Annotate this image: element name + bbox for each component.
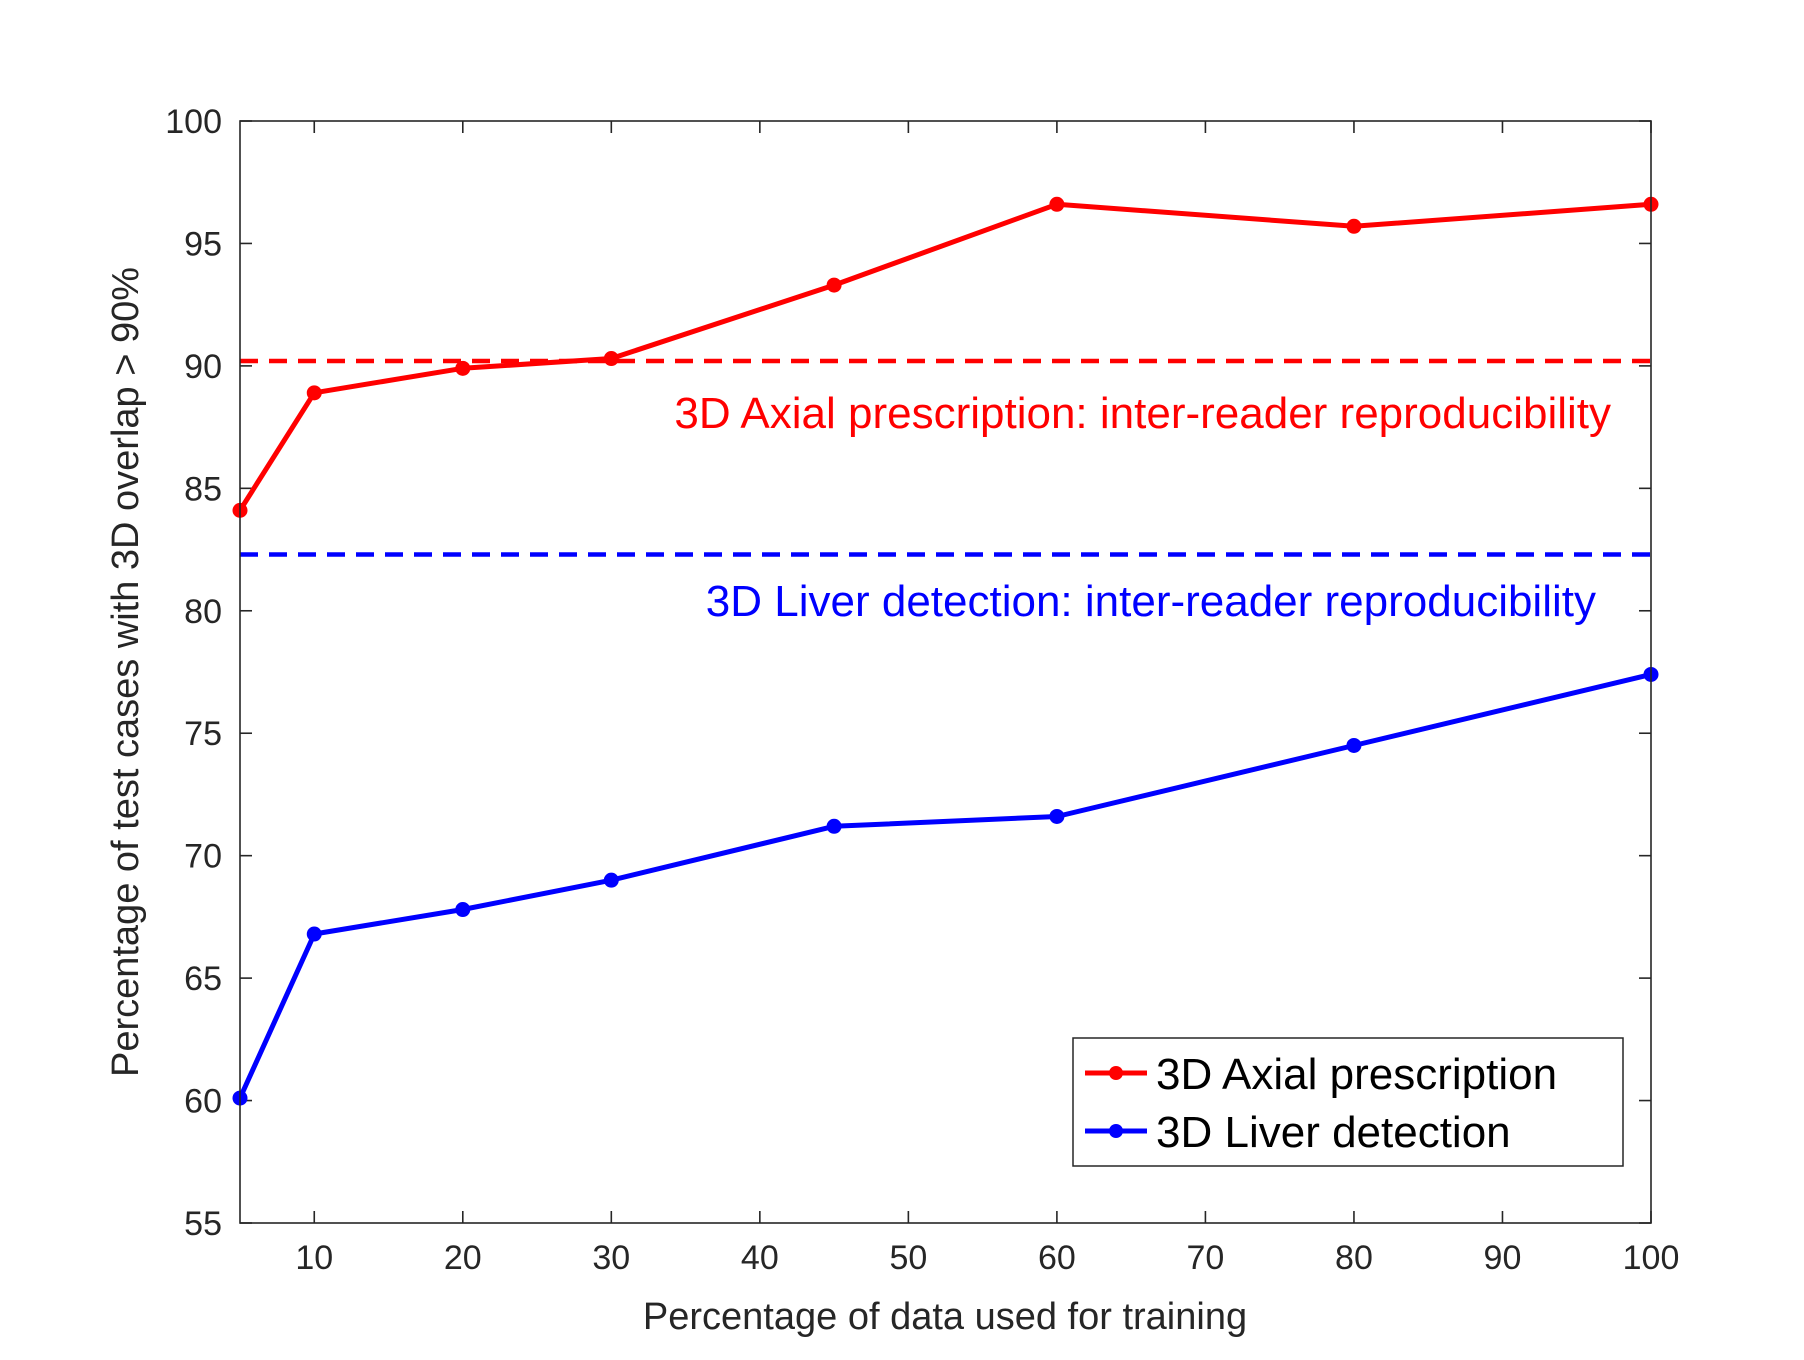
reference-lines bbox=[240, 358, 1651, 557]
legend-marker-axial bbox=[1109, 1066, 1123, 1080]
y-tick-label: 65 bbox=[184, 960, 222, 998]
data-point-axial bbox=[603, 351, 619, 367]
data-point-axial bbox=[1346, 218, 1362, 234]
plot-frame bbox=[239, 120, 1652, 1224]
x-tick-label: 80 bbox=[1335, 1239, 1373, 1277]
y-axis-label: Percentage of test cases with 3D overlap… bbox=[105, 267, 147, 1077]
data-point-axial bbox=[826, 277, 842, 293]
x-tick-label: 30 bbox=[592, 1239, 630, 1277]
y-tick-label: 55 bbox=[184, 1205, 222, 1243]
reference-annotation-liver: 3D Liver detection: inter-reader reprodu… bbox=[706, 577, 1596, 626]
y-tick-label: 60 bbox=[184, 1083, 222, 1121]
tick-labels: 10 20 30 40 50 60 70 80 90 100 55 60 65 70 75 80 85 90 95 1… bbox=[165, 103, 1679, 1277]
x-tick-label: 50 bbox=[889, 1239, 927, 1277]
data-point-liver bbox=[306, 926, 322, 942]
legend-box bbox=[1072, 1037, 1624, 1167]
data-point-liver bbox=[603, 872, 619, 888]
y-tick-label: 100 bbox=[165, 103, 222, 141]
data-point-liver bbox=[826, 818, 842, 834]
y-tick-label: 70 bbox=[184, 838, 222, 876]
legend-label-liver: 3D Liver detection bbox=[1156, 1108, 1511, 1157]
x-tick-label: 10 bbox=[295, 1239, 333, 1277]
y-tick-label: 75 bbox=[184, 715, 222, 753]
legend-label-axial: 3D Axial prescription bbox=[1156, 1050, 1557, 1099]
x-tick-label: 60 bbox=[1038, 1239, 1076, 1277]
x-tick-label: 100 bbox=[1623, 1239, 1680, 1277]
series-line-axial bbox=[237, 201, 1652, 512]
legend: 3D Axial prescription 3D Liver detection bbox=[1072, 1037, 1624, 1167]
data-point-liver bbox=[1346, 737, 1362, 753]
legend-marker-liver bbox=[1109, 1124, 1123, 1138]
series-line-liver bbox=[237, 671, 1652, 1100]
data-point-axial bbox=[306, 385, 322, 401]
data-point-axial bbox=[455, 360, 471, 376]
reference-annotation-axial: 3D Axial prescription: inter-reader repr… bbox=[674, 389, 1611, 438]
x-tick-label: 90 bbox=[1484, 1239, 1522, 1277]
x-tick-label: 70 bbox=[1187, 1239, 1225, 1277]
y-tick-label: 90 bbox=[184, 348, 222, 386]
y-tick-label: 80 bbox=[184, 593, 222, 631]
data-point-axial bbox=[1049, 196, 1065, 212]
y-tick-label: 95 bbox=[184, 225, 222, 263]
x-tick-label: 40 bbox=[741, 1239, 779, 1277]
data-series bbox=[232, 196, 1659, 1106]
y-tick-label: 85 bbox=[184, 470, 222, 508]
data-point-liver bbox=[455, 902, 471, 918]
x-axis-label: Percentage of data used for training bbox=[643, 1296, 1247, 1338]
x-tick-label: 20 bbox=[444, 1239, 482, 1277]
data-point-liver bbox=[1049, 808, 1065, 824]
